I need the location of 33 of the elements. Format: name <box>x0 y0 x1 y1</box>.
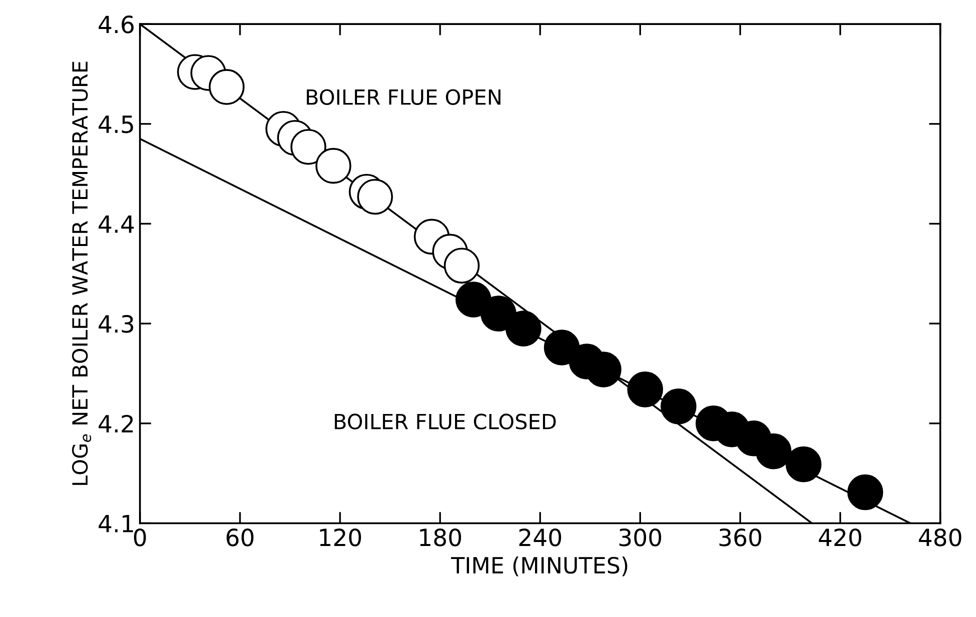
y-tick-label: 4.6 <box>98 16 134 34</box>
y-tick-label: 4.2 <box>98 414 133 432</box>
x-tick-label: 420 <box>818 528 862 546</box>
point <box>847 474 884 510</box>
x-tick-label: 180 <box>420 528 462 546</box>
x-tick-label: 300 <box>619 528 662 546</box>
x-tick-label: 240 <box>519 528 562 546</box>
point <box>290 128 326 165</box>
point <box>660 388 696 424</box>
point <box>786 446 822 482</box>
y-tick-label: 4.1 <box>98 514 133 532</box>
point <box>444 248 480 284</box>
point <box>208 69 245 105</box>
point <box>627 372 664 408</box>
y-tick-label: 4.4 <box>98 215 134 233</box>
point <box>357 178 393 215</box>
x-tick-label: 360 <box>719 528 762 546</box>
point <box>544 330 580 366</box>
annotation: BOILER FLUE CLOSED <box>334 414 556 430</box>
y-tick-label: 4.5 <box>98 116 134 134</box>
annotation: BOILER FLUE OPEN <box>306 89 500 105</box>
point <box>506 310 542 346</box>
x-tick-label: 480 <box>918 528 962 546</box>
y-axis-title: LOG$_{e}$ NET BOILER WATER TEMPERATURE <box>72 62 92 485</box>
x-tick-label: 0 <box>134 528 146 546</box>
x-tick-label: 120 <box>320 528 362 546</box>
point <box>315 148 352 184</box>
point <box>756 433 792 470</box>
x-tick-label: 60 <box>226 528 254 546</box>
x-axis-title: TIME (MINUTES) <box>451 556 628 576</box>
point <box>480 296 516 332</box>
y-tick-label: 4.3 <box>98 315 134 333</box>
point <box>456 282 492 318</box>
